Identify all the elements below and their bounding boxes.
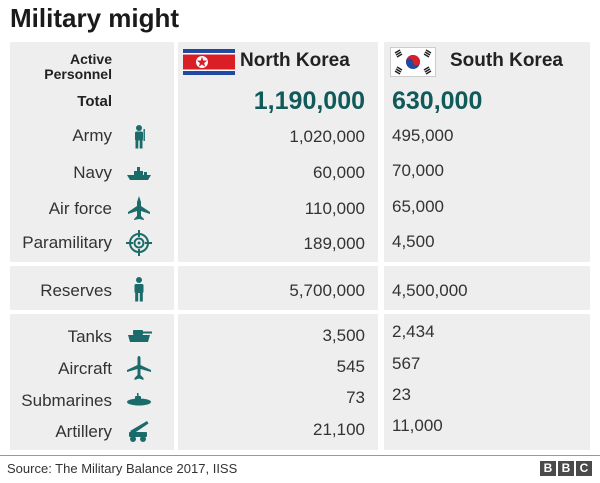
row-label-air-force: Air force <box>48 199 112 218</box>
south-value-reserves: 4,500,000 <box>392 281 468 300</box>
tank-icon <box>128 330 152 342</box>
submarine-icon <box>127 393 151 406</box>
source-note: Source: The Military Balance 2017, IISS <box>7 461 238 476</box>
north-value-submarines: 73 <box>346 388 365 407</box>
panel-south-top <box>384 42 590 262</box>
chart-title: Military might <box>10 3 180 33</box>
crosshair-icon <box>126 230 152 256</box>
south-value-army: 495,000 <box>392 126 454 145</box>
active-label: Active <box>69 51 112 67</box>
south-value-total: 630,000 <box>392 87 483 115</box>
jet-icon <box>128 196 150 220</box>
person-icon <box>134 277 144 302</box>
row-label-tanks: Tanks <box>67 327 112 346</box>
ship-icon <box>127 167 151 180</box>
panel-north-mid <box>178 266 378 310</box>
north-value-tanks: 3,500 <box>322 326 365 345</box>
row-label-submarines: Submarines <box>21 391 112 410</box>
north-korea-flag-icon <box>183 49 235 75</box>
artillery-icon <box>129 421 149 442</box>
north-value-paramilitary: 189,000 <box>303 234 365 253</box>
row-label-reserves: Reserves <box>40 281 112 300</box>
row-label-paramilitary: Paramilitary <box>22 233 112 252</box>
panel-north-bot <box>178 314 378 450</box>
row-label-aircraft: Aircraft <box>58 359 112 378</box>
south-korea-flag-icon <box>390 47 436 77</box>
panel-north-top <box>178 42 378 262</box>
panel-labels-top <box>10 42 174 262</box>
south-value-air-force: 65,000 <box>392 197 444 216</box>
row-label-artillery: Artillery <box>55 422 112 441</box>
panel-south-bot <box>384 314 590 450</box>
airplane-icon <box>127 356 151 380</box>
north-value-navy: 60,000 <box>313 163 365 182</box>
row-label-navy: Navy <box>73 163 112 182</box>
bbc-logo-letter-2: B <box>558 461 574 476</box>
south-value-artillery: 11,000 <box>392 416 443 435</box>
south-value-aircraft: 567 <box>392 354 421 373</box>
footer-divider <box>0 455 600 456</box>
south-value-tanks: 2,434 <box>392 322 435 341</box>
north-value-artillery: 21,100 <box>313 420 365 439</box>
north-korea-header: North Korea <box>240 50 350 71</box>
north-value-total: 1,190,000 <box>253 87 365 115</box>
south-korea-header: South Korea <box>450 50 563 71</box>
panel-south-mid <box>384 266 590 310</box>
bbc-logo: B B C <box>540 461 592 476</box>
north-value-army: 1,020,000 <box>289 127 365 146</box>
personnel-label: Personnel <box>44 66 112 82</box>
soldier-icon <box>135 125 145 149</box>
south-value-paramilitary: 4,500 <box>392 232 435 251</box>
active-personnel-label: Active Personnel <box>0 52 112 82</box>
panel-labels-mid <box>10 266 174 310</box>
row-label-army: Army <box>72 126 112 145</box>
north-value-aircraft: 545 <box>336 357 365 376</box>
north-value-air-force: 110,000 <box>304 199 365 218</box>
bbc-logo-letter-1: B <box>540 461 556 476</box>
north-value-reserves: 5,700,000 <box>289 281 365 300</box>
south-value-submarines: 23 <box>392 385 411 404</box>
south-value-navy: 70,000 <box>392 161 444 180</box>
bbc-logo-letter-3: C <box>576 461 592 476</box>
row-label-total: Total <box>77 93 112 110</box>
